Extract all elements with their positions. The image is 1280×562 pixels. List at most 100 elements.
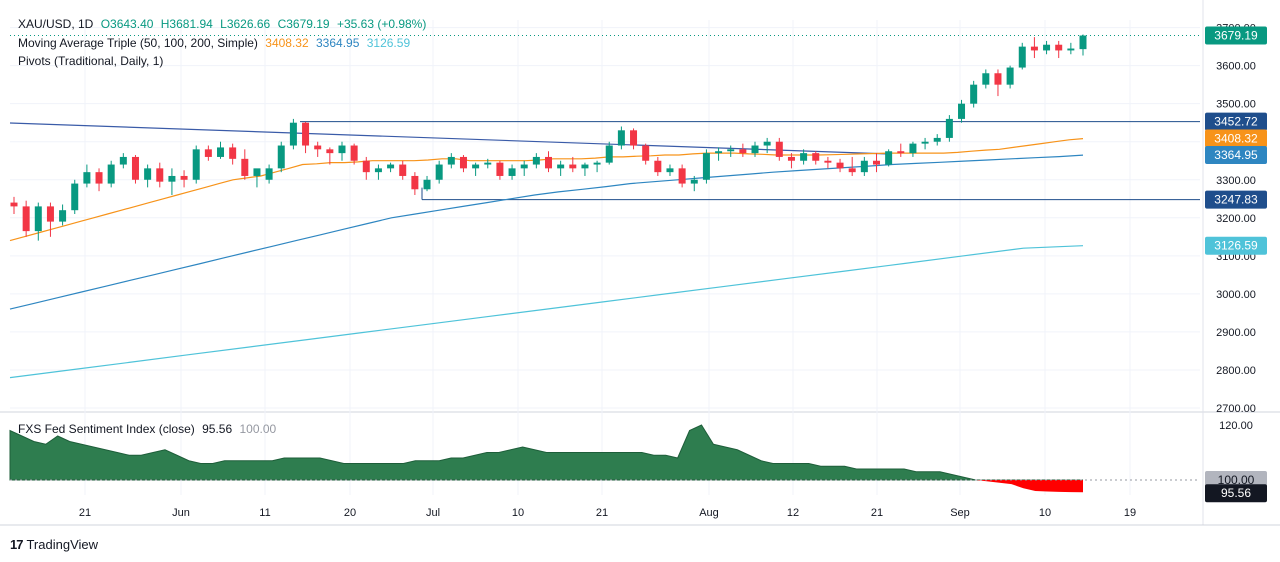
price-label-text: 3452.72 (1214, 115, 1258, 129)
candle-body (289, 122, 297, 146)
candle-body (168, 175, 176, 182)
brand-label: TradingView (26, 537, 99, 552)
indicator-ref: 100.00 (239, 422, 277, 436)
indicator-label-box (1205, 484, 1267, 503)
candle-body (411, 175, 419, 190)
high-value: H3681.94 (160, 17, 213, 31)
candle-body (1030, 46, 1038, 51)
open-value: O3643.40 (100, 17, 154, 31)
price-labels: 3679.19 3452.72 3408.32 3364.95 3247.83 3126.… (1205, 26, 1267, 503)
candle-body (447, 156, 455, 165)
candle-body (994, 73, 1002, 85)
candle-body (654, 160, 662, 173)
candle-body (860, 160, 868, 173)
candle-body (204, 149, 212, 157)
price-label-text: 3247.83 (1214, 193, 1258, 207)
candle-body (690, 179, 698, 184)
candle-body (484, 162, 492, 165)
candle-body (1067, 48, 1075, 51)
candle-body (836, 162, 844, 169)
candle-body (71, 183, 79, 211)
candle-body (302, 122, 310, 146)
candle-body (763, 141, 771, 146)
x-tick-label: 20 (344, 507, 356, 519)
price-label-box (1205, 190, 1267, 209)
tradingview-footer[interactable]: 17 TradingView (10, 537, 98, 552)
close-value: C3679.19 (277, 17, 330, 31)
y-tick-label: 2800.00 (1216, 365, 1256, 377)
candle-body (885, 151, 893, 165)
candle-body (253, 168, 261, 176)
price-label-box (1205, 129, 1267, 148)
ma-legend: Moving Average Triple (50, 100, 200, Sim… (18, 36, 414, 51)
candle-body (593, 162, 601, 165)
candle-body (22, 206, 30, 232)
candle-body (982, 73, 990, 85)
candle-body (374, 168, 382, 173)
x-tick-label: 21 (871, 507, 883, 519)
candle-body (1043, 44, 1051, 51)
candle-body (423, 179, 431, 190)
candle-body (751, 145, 759, 154)
price-label-text: 3408.32 (1214, 132, 1258, 146)
candle-body (897, 151, 905, 154)
price-label-text: 3364.95 (1214, 148, 1258, 162)
candle-body (508, 168, 516, 176)
candle-body (727, 149, 735, 152)
candle-body (678, 168, 686, 184)
candle-body (581, 164, 589, 169)
y-tick-label: 3300.00 (1216, 175, 1256, 187)
candle-body (119, 156, 127, 165)
sentiment-area (9, 424, 1083, 481)
candle-body (107, 164, 115, 184)
candle-body (338, 145, 346, 154)
price-label-box (1205, 236, 1267, 255)
x-tick-label: 11 (259, 507, 270, 519)
price-chart[interactable]: 2700.002800.002900.003000.003100.003200.… (0, 0, 1280, 530)
grid (0, 0, 1280, 526)
candle-body (472, 164, 480, 169)
candle-body (156, 168, 164, 182)
candle-body (46, 206, 54, 222)
candle-body (1055, 44, 1063, 51)
candle-body (59, 210, 67, 222)
candle-body (520, 164, 528, 169)
candle-body (435, 164, 443, 180)
x-tick-label: Aug (699, 507, 719, 519)
candle-body (715, 151, 723, 154)
candle-body (605, 145, 613, 163)
indicator-label: FXS Fed Sentiment Index (close) (18, 422, 195, 436)
x-tick-label: 21 (79, 507, 91, 519)
pivots-label: Pivots (Traditional, Daily, 1) (18, 54, 164, 68)
candle-body (217, 147, 225, 157)
candle-body (350, 145, 358, 161)
candle-body (557, 164, 565, 169)
candle-body (1006, 67, 1014, 85)
candles (10, 34, 1087, 241)
price-label-box (1205, 146, 1267, 165)
y-tick-label: 3200.00 (1216, 213, 1256, 225)
candle-body (131, 156, 139, 180)
x-tick-label: 10 (512, 507, 524, 519)
price-label-box (1205, 26, 1267, 45)
x-tick-label: 12 (787, 507, 799, 519)
x-tick-label: Jun (172, 507, 190, 519)
sentiment-pane (9, 424, 1200, 493)
candle-body (34, 206, 42, 232)
candle-body (775, 141, 783, 157)
ma100-line (9, 154, 1084, 310)
candle-body (532, 156, 540, 165)
x-tick-label: 21 (596, 507, 608, 519)
candle-body (800, 153, 808, 161)
y-tick-label: 3000.00 (1216, 289, 1256, 301)
candle-body (1018, 46, 1026, 68)
ma200-value: 3126.59 (366, 36, 411, 50)
indicator-tick-label: 120.00 (1219, 420, 1253, 432)
candle-body (314, 145, 322, 150)
candle-body (630, 130, 638, 146)
candle-body (787, 156, 795, 161)
low-value: L3626.66 (220, 17, 271, 31)
candle-body (496, 162, 504, 176)
candle-body (702, 153, 710, 180)
x-tick-label: 19 (1124, 507, 1136, 519)
